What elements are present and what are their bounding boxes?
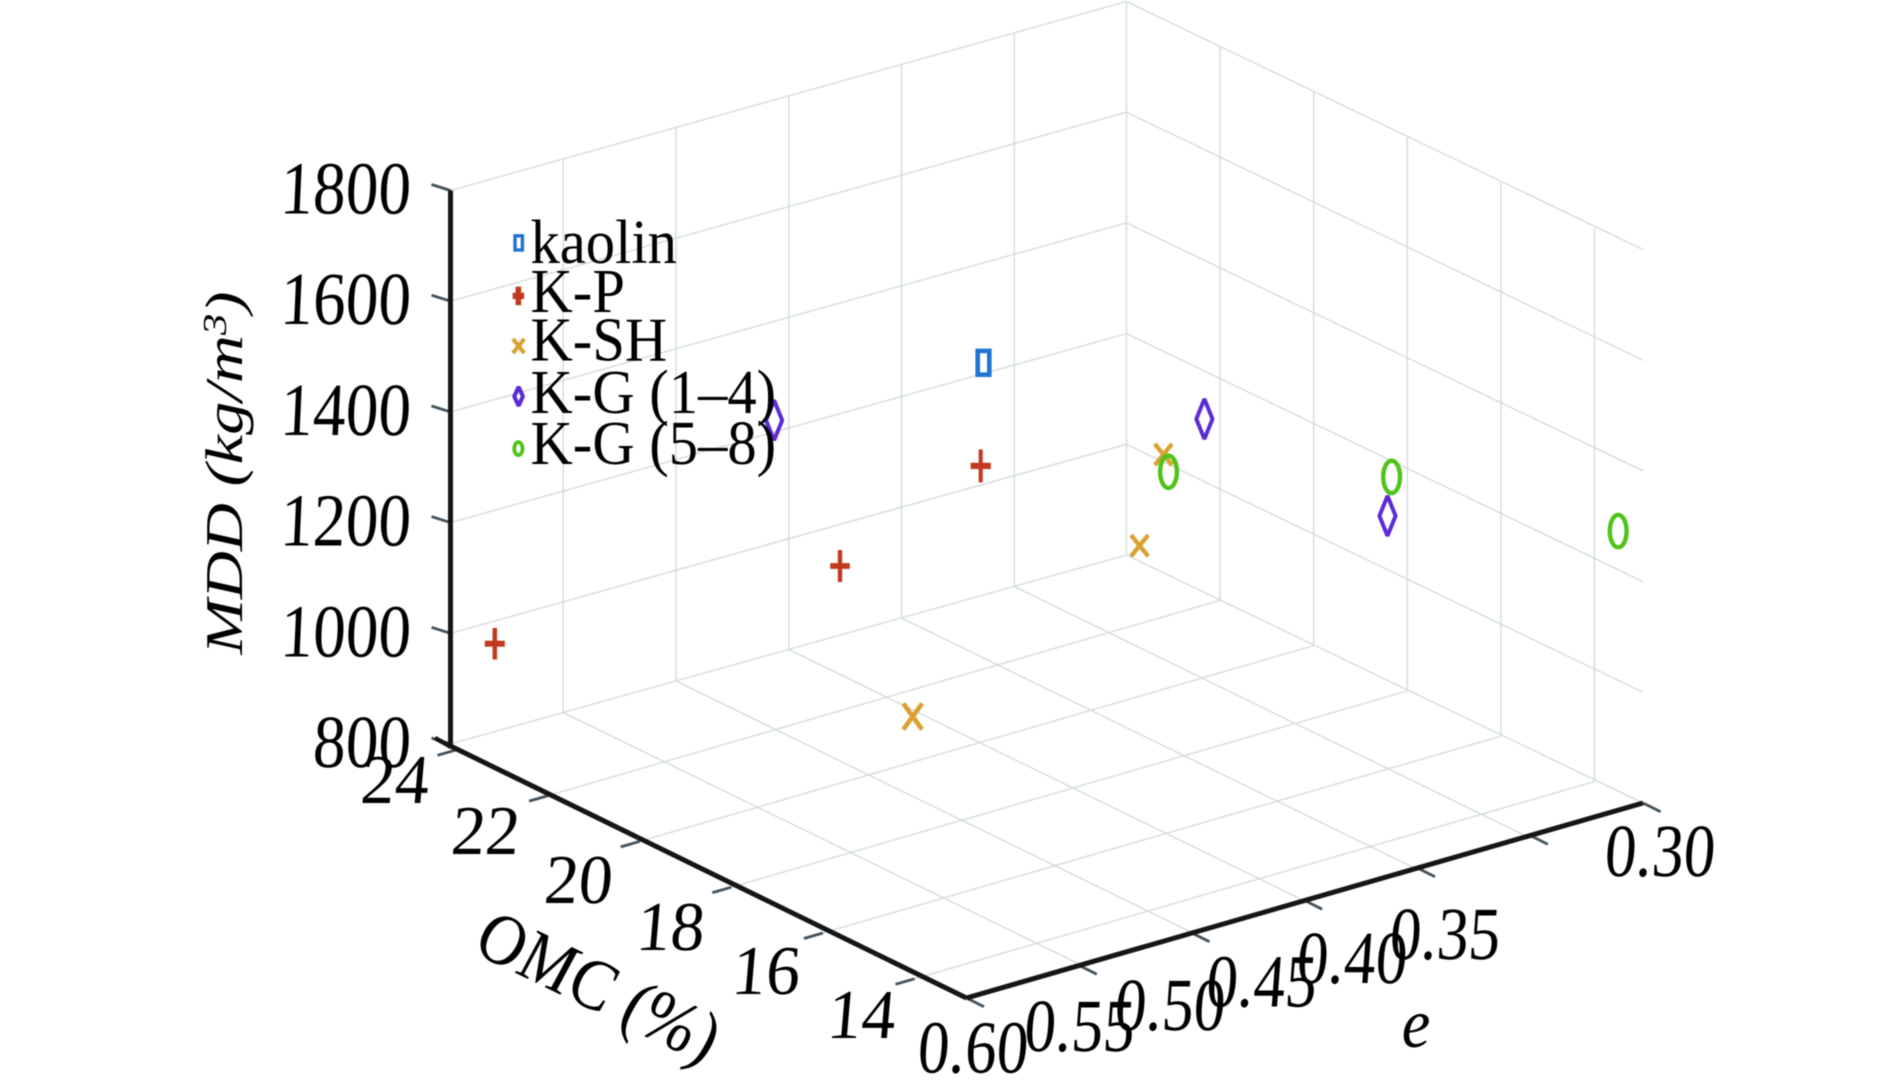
svg-text:MDD (kg/m3): MDD (kg/m3) (196, 291, 254, 655)
svg-text:0.60: 0.60 (915, 1006, 1031, 1089)
svg-text:0.55: 0.55 (1022, 985, 1138, 1068)
svg-text:24: 24 (358, 740, 433, 818)
svg-text:22: 22 (449, 791, 524, 869)
svg-text:18: 18 (634, 887, 709, 965)
svg-text:1200: 1200 (279, 479, 413, 562)
svg-text:K-P: K-P (531, 257, 625, 326)
svg-text:K-G (5–8): K-G (5–8) (531, 409, 777, 478)
svg-text:0.30: 0.30 (1602, 810, 1718, 893)
svg-text:0.50: 0.50 (1112, 964, 1228, 1047)
svg-text:0.45: 0.45 (1204, 940, 1320, 1023)
svg-text:1800: 1800 (279, 147, 413, 230)
svg-text:1600: 1600 (279, 258, 413, 341)
svg-text:0.40: 0.40 (1294, 917, 1410, 1000)
svg-text:20: 20 (542, 840, 617, 918)
svg-text:16: 16 (729, 931, 804, 1009)
svg-text:0.35: 0.35 (1387, 893, 1503, 976)
svg-text:K-G (1–4): K-G (1–4) (531, 358, 777, 427)
svg-text:1400: 1400 (279, 369, 413, 452)
svg-text:K-SH: K-SH (531, 306, 668, 375)
svg-text:1000: 1000 (279, 590, 413, 673)
svg-text:e: e (1402, 985, 1431, 1063)
svg-text:14: 14 (825, 975, 900, 1053)
svg-text:kaolin: kaolin (531, 208, 677, 277)
svg-text:800: 800 (311, 701, 413, 784)
